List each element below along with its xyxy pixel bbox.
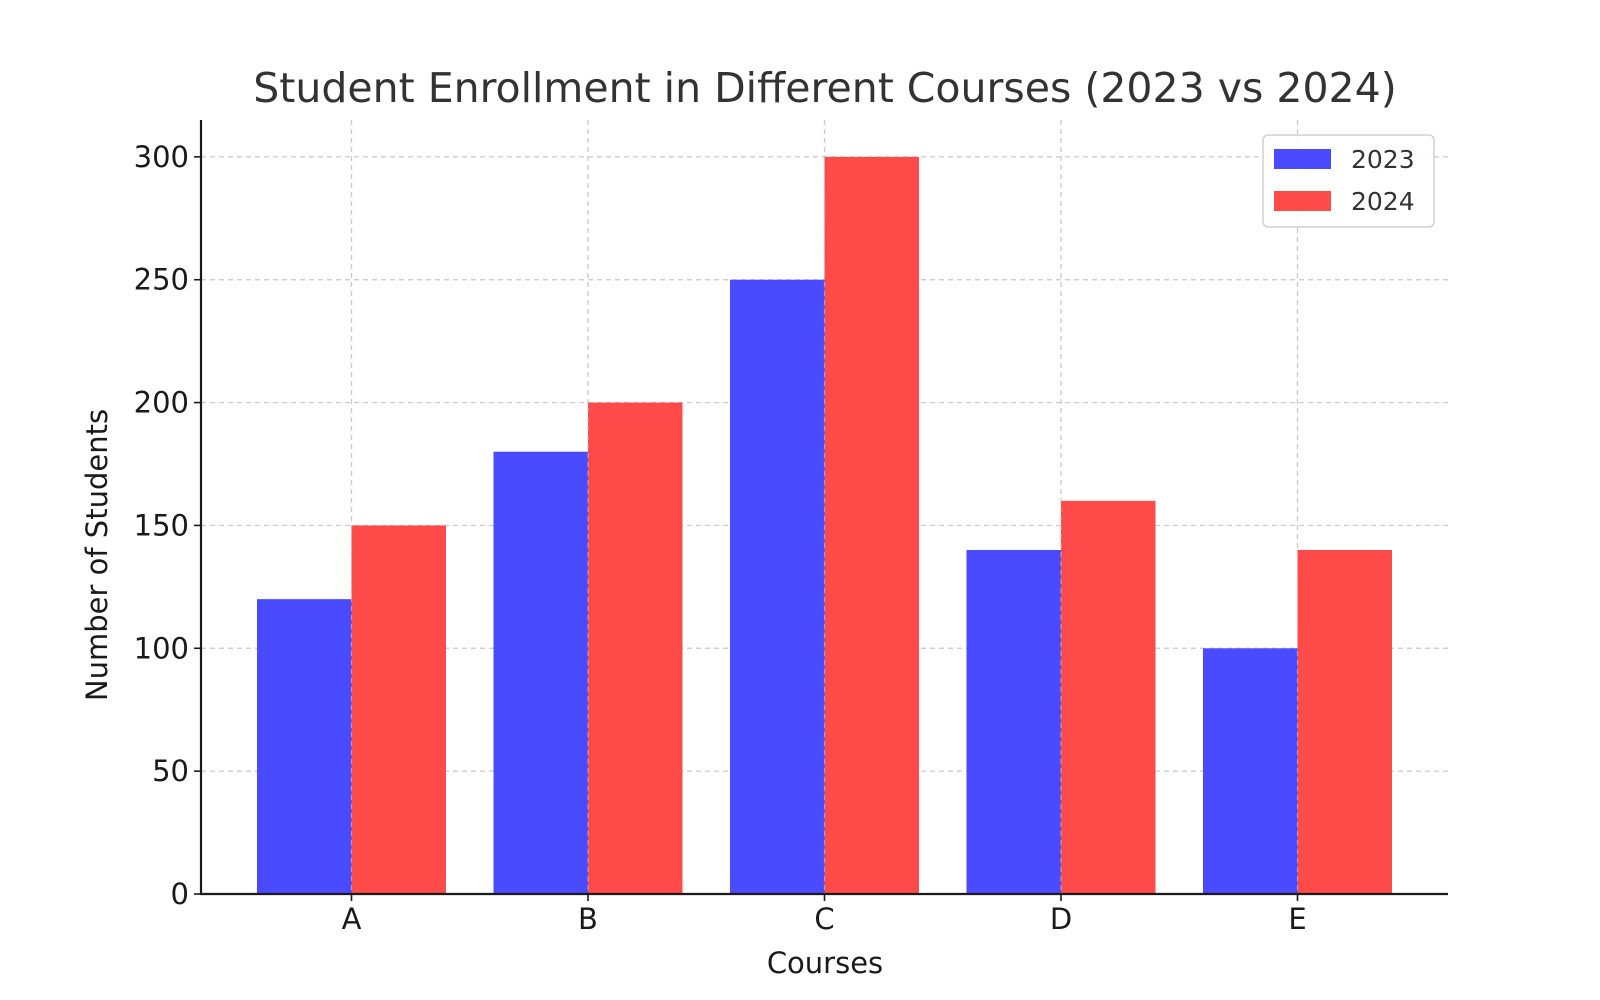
y-axis-label: Number of Students [80,409,114,701]
bar-2023-d [966,550,1061,894]
x-tick-label-e: E [1288,902,1306,936]
y-tick-label: 150 [134,508,189,542]
x-tick-label-d: D [1050,902,1072,936]
bar-2024-c [824,156,919,894]
x-tick-label-b: B [578,902,598,936]
bar-2023-b [493,451,588,894]
y-tick-label: 300 [134,140,189,174]
y-tick-label: 250 [134,263,189,297]
x-tick-label-c: C [814,902,834,936]
legend-swatch-2024 [1274,191,1331,211]
legend-swatch-2023 [1274,149,1331,169]
bar-2024-e [1297,550,1392,894]
chart-title: Student Enrollment in Different Courses … [253,64,1396,112]
y-tick-label: 50 [152,754,189,788]
bar-2023-a [257,599,352,894]
bars [257,120,1392,894]
legend: 2023 2024 [1262,134,1435,228]
x-axis-label: Courses [767,946,883,980]
bar-2023-c [730,279,825,894]
bar-2024-d [1061,500,1156,894]
legend-label-2024: 2024 [1351,187,1415,216]
x-tick-label-a: A [342,902,362,936]
legend-label-2023: 2023 [1351,145,1415,174]
bar-2024-b [588,402,683,894]
y-tick-label: 200 [134,386,189,420]
tick-labels: 0 50 100 150 200 250 300 A B C D E [134,140,1307,936]
y-tick-label: 0 [171,877,189,911]
bar-2023-e [1203,648,1298,894]
bar-2024-a [351,525,446,894]
axes [194,120,1448,901]
y-tick-label: 100 [134,631,189,665]
